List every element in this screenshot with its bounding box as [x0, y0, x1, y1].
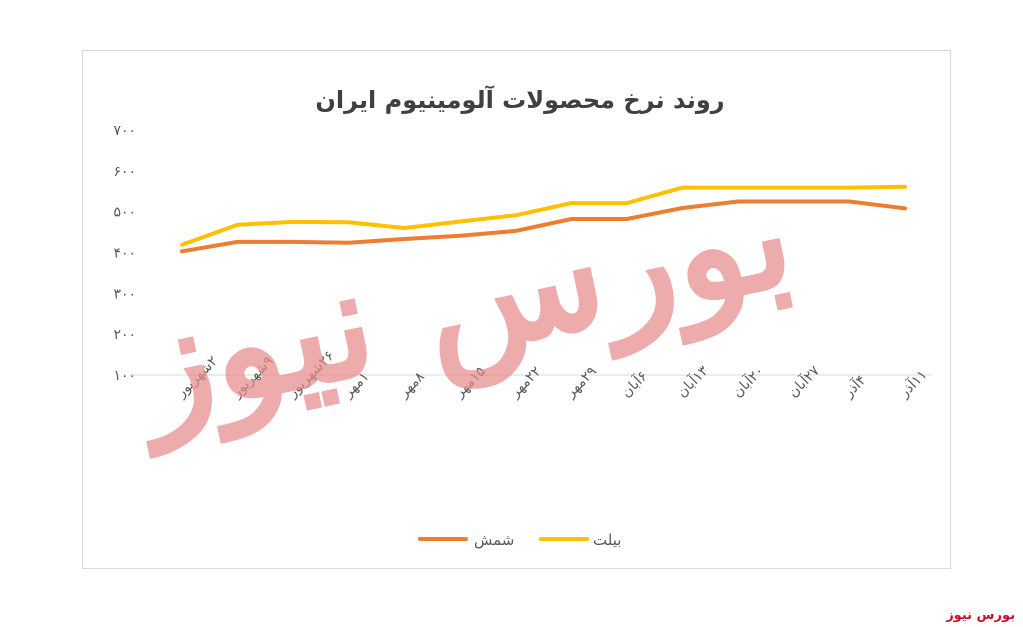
y-tick-label: ۳۰۰ — [113, 286, 136, 302]
x-tick-label: ۲۹مهر — [562, 364, 600, 402]
legend: شمش بیلت — [418, 531, 621, 549]
y-tick-label: ۲۰۰ — [113, 327, 136, 343]
chart-frame — [82, 50, 951, 569]
legend-label-shemsh: شمش — [474, 531, 514, 549]
x-tick-label: ۱۱آذر — [895, 366, 930, 401]
y-tick-label: ۶۰۰ — [113, 164, 136, 180]
x-tick-label: ۲۰آبان — [729, 362, 767, 400]
series-line-shemsh — [180, 199, 907, 254]
y-tick-label: ۴۰۰ — [113, 246, 136, 262]
watermark-logo: بورس نیوز — [112, 144, 807, 459]
legend-item-billet: بیلت — [539, 531, 621, 549]
watermark-text: بورس نیوز — [112, 144, 807, 459]
footer-brand: بورس نیوز — [946, 608, 1015, 623]
series-layer — [180, 184, 907, 254]
legend-item-shemsh: شمش — [418, 531, 514, 549]
y-tick-label: ۷۰۰ — [113, 123, 136, 139]
y-tick-label: ۵۰۰ — [113, 205, 136, 221]
x-tick-label: ۲۷آبان — [785, 362, 824, 401]
y-tick-label: ۱۰۰ — [113, 368, 136, 384]
series-line-billet — [180, 184, 907, 247]
chart-title: روند نرخ محصولات آلومینیوم ایران — [315, 85, 724, 114]
x-tick-label: ۴آذر — [839, 372, 869, 402]
x-tick-label: ۶آبان — [618, 368, 651, 401]
y-axis: ۱۰۰ ۲۰۰ ۳۰۰ ۴۰۰ ۵۰۰ ۶۰۰ ۷۰۰ — [113, 123, 136, 384]
x-tick-label: ۱۳آبان — [673, 362, 712, 401]
legend-label-billet: بیلت — [593, 531, 621, 549]
